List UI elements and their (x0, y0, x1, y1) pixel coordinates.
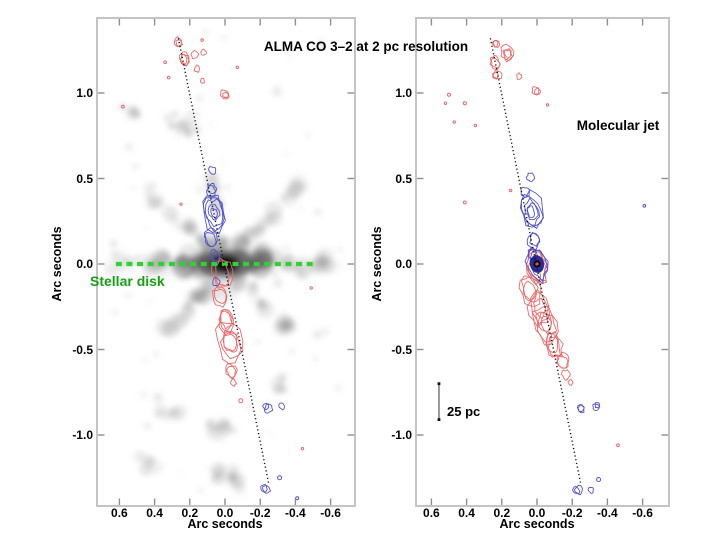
x-tick-label: 0.0 (528, 506, 546, 520)
figure-title: ALMA CO 3–2 at 2 pc resolution (263, 39, 469, 54)
y-axis-label-right: Arc seconds (370, 226, 384, 302)
right-panel-plot (417, 19, 668, 505)
x-tick-label: 0.2 (181, 506, 199, 520)
x-tick-label: 0.0 (216, 506, 234, 520)
y-tick-label: 0.0 (395, 257, 412, 271)
axis-ticks (417, 19, 668, 505)
x-tick-label: 0.4 (146, 506, 163, 520)
x-tick-label: 0.2 (493, 506, 511, 520)
y-tick-label: -0.5 (72, 342, 93, 357)
x-tick-label: -0.2 (249, 506, 271, 520)
y-tick-label: -1.0 (72, 428, 93, 442)
blue-contours (202, 165, 300, 501)
x-tick-label: 0.6 (423, 506, 440, 520)
y-tick-label: 0.5 (76, 171, 93, 186)
x-tick-label: 0.6 (111, 506, 128, 520)
axis-ticks (98, 19, 354, 505)
x-tick-label: -0.2 (561, 506, 583, 520)
y-axis-label-left: Arc seconds (50, 226, 64, 302)
left-panel (96, 17, 356, 507)
molecular-jet-annotation: Molecular jet (576, 118, 660, 133)
y-tick-label: -0.5 (391, 342, 412, 357)
x-axis-label-right: Arc seconds (499, 517, 575, 531)
y-tick-label: -1.0 (391, 428, 412, 442)
y-tick-label: 1.0 (76, 86, 93, 100)
x-tick-label: -0.6 (320, 506, 341, 520)
left-panel-plot (98, 19, 354, 505)
right-panel (415, 17, 670, 507)
x-axis-label-left: Arc seconds (187, 517, 263, 531)
y-tick-label: 0.0 (76, 257, 93, 271)
red-contours (121, 36, 313, 451)
x-tick-label: -0.4 (597, 506, 618, 520)
y-tick-label: 1.0 (395, 86, 412, 100)
scale-bar-label: 25 pc (447, 404, 481, 419)
stellar-disk-annotation: Stellar disk (90, 273, 165, 289)
x-tick-label: 0.4 (458, 506, 475, 520)
red-contours (443, 39, 620, 448)
y-tick-label: 0.5 (395, 171, 412, 186)
x-tick-label: -0.6 (632, 506, 653, 520)
scale-bar (437, 382, 441, 422)
x-tick-label: -0.4 (285, 506, 306, 520)
